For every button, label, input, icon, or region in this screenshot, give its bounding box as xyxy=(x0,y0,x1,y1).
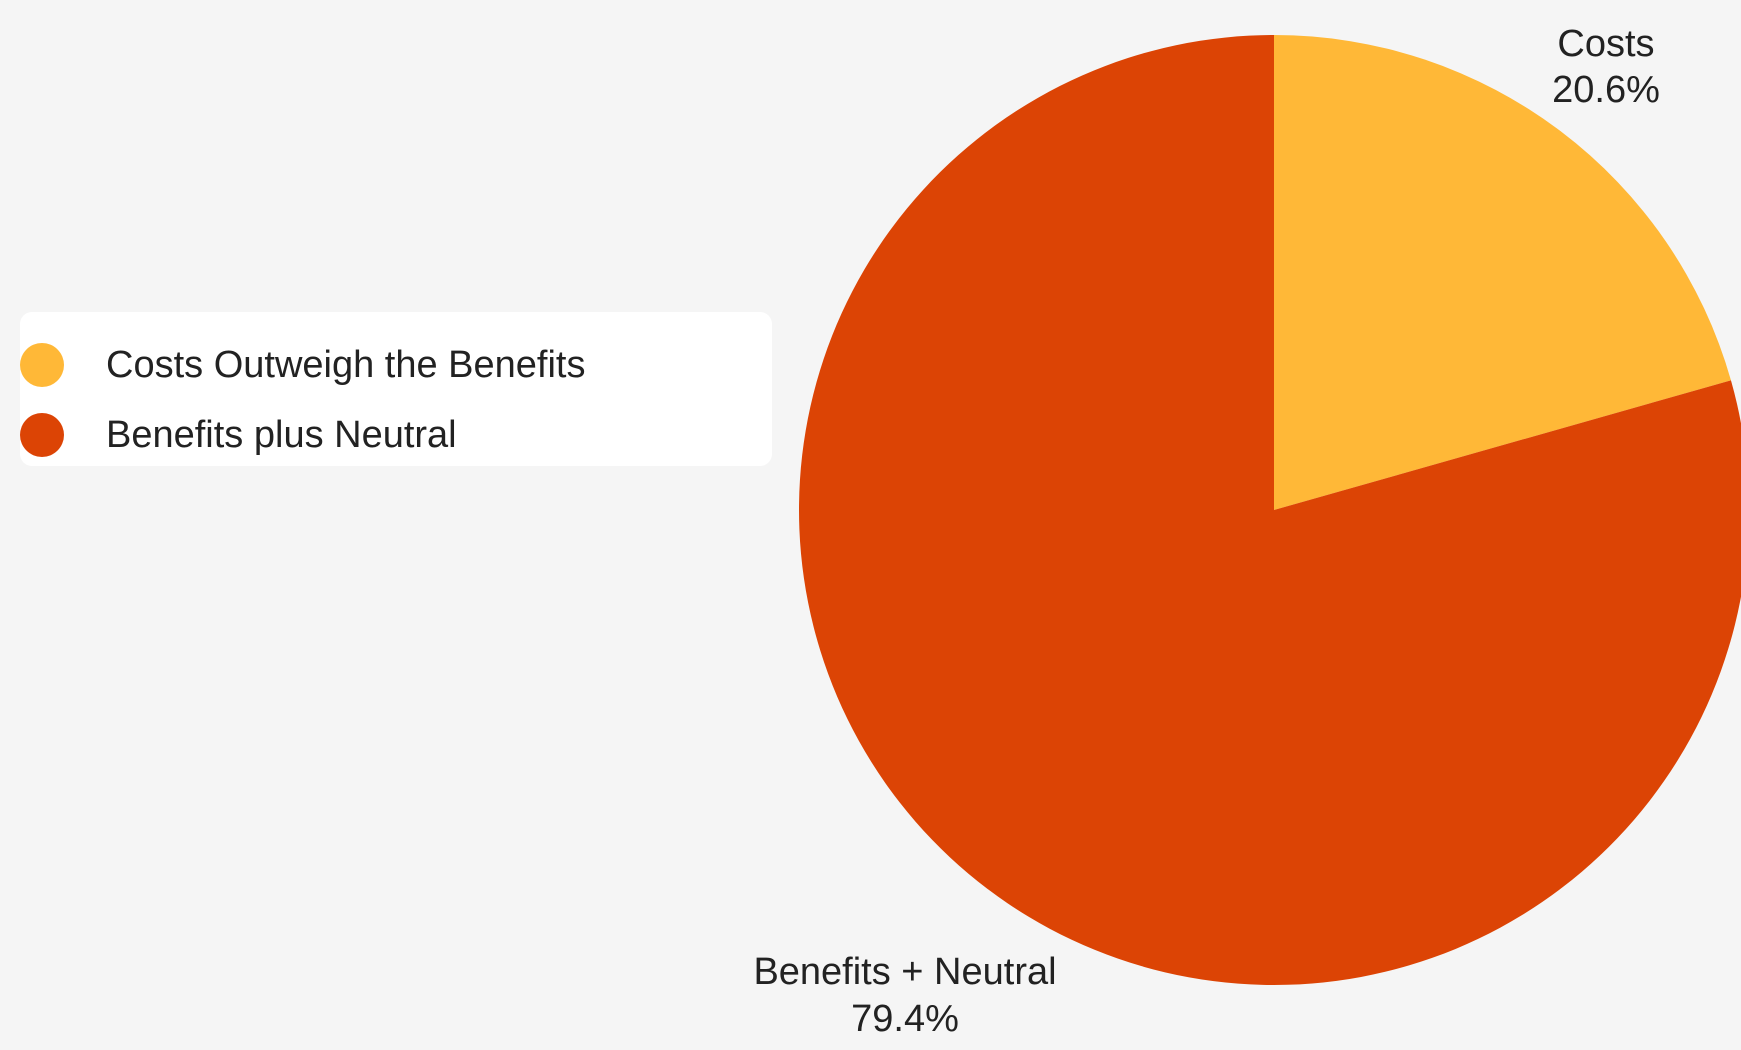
slice-label-benefits-name: Benefits + Neutral xyxy=(753,951,1056,993)
legend-item-costs[interactable]: Costs Outweigh the Benefits xyxy=(20,340,585,390)
slice-label-costs-value: 20.6% xyxy=(1552,69,1660,111)
legend-label-costs: Costs Outweigh the Benefits xyxy=(106,343,586,386)
slice-label-costs-name: Costs xyxy=(1557,23,1654,65)
legend-swatch-costs xyxy=(20,343,64,387)
legend-label-benefits: Benefits plus Neutral xyxy=(106,413,457,456)
pie-slice-benefits[interactable] xyxy=(799,35,1741,985)
chart-legend: Costs Outweigh the Benefits Benefits plu… xyxy=(20,312,772,466)
legend-item-benefits[interactable]: Benefits plus Neutral xyxy=(20,410,457,460)
legend-swatch-benefits xyxy=(20,413,64,457)
pie-slice-costs[interactable] xyxy=(1274,35,1731,510)
slice-label-benefits-value: 79.4% xyxy=(851,998,959,1040)
